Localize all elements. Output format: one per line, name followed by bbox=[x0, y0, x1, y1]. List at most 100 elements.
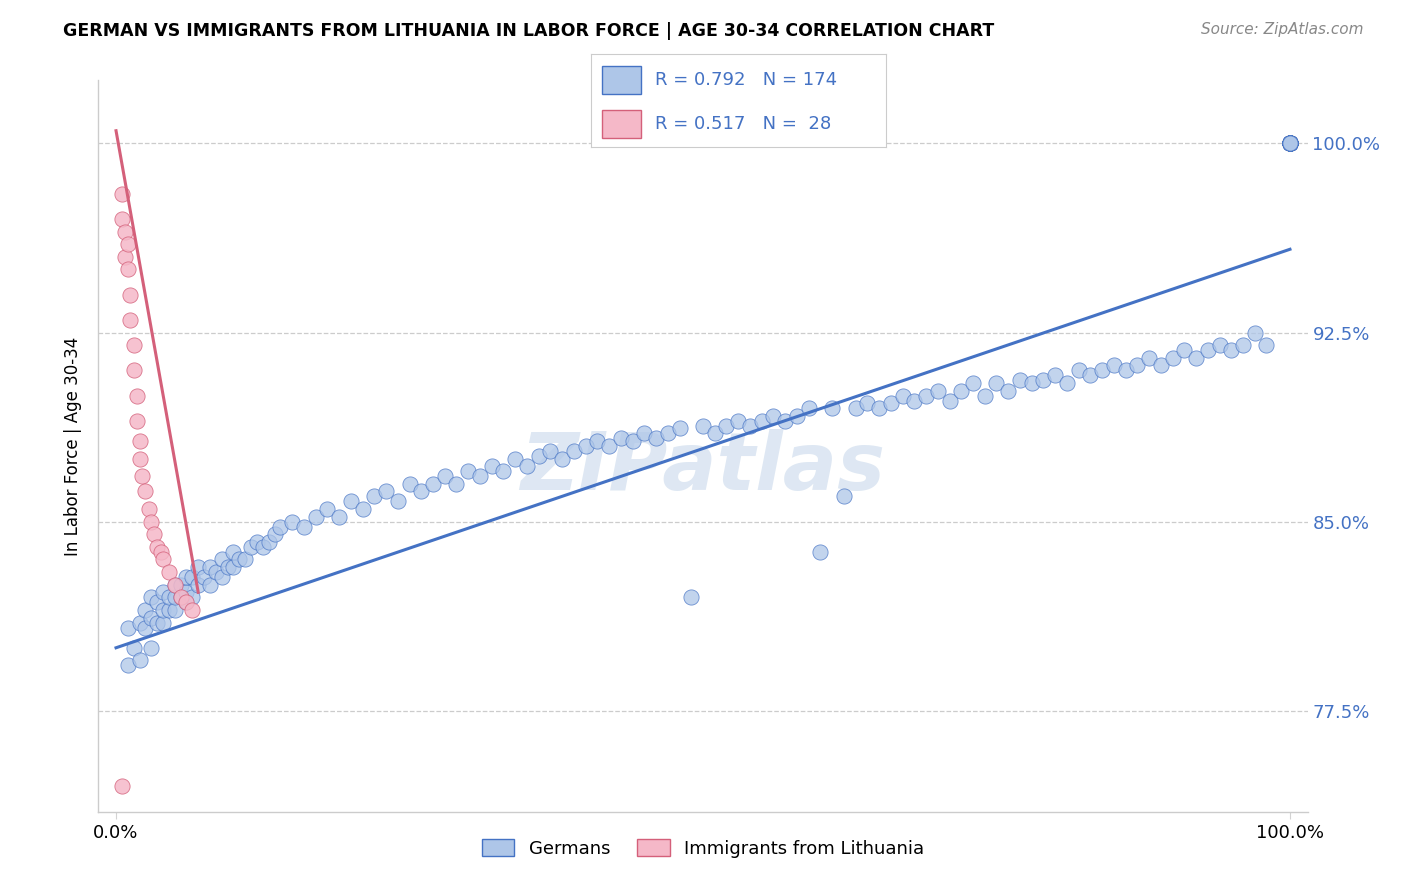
Point bbox=[1278, 136, 1301, 151]
Point bbox=[457, 464, 479, 478]
Legend: Germans, Immigrants from Lithuania: Germans, Immigrants from Lithuania bbox=[474, 831, 932, 865]
Point bbox=[1278, 136, 1301, 151]
Point bbox=[481, 459, 503, 474]
Point bbox=[492, 464, 515, 478]
Point bbox=[1278, 136, 1301, 151]
Point bbox=[138, 502, 160, 516]
Point bbox=[997, 384, 1019, 398]
Point bbox=[340, 494, 363, 508]
Point bbox=[149, 545, 172, 559]
Point bbox=[797, 401, 820, 416]
Point bbox=[538, 444, 561, 458]
Point bbox=[127, 388, 149, 402]
Point bbox=[986, 376, 1008, 390]
Point bbox=[122, 363, 145, 377]
Point bbox=[387, 494, 409, 508]
Point bbox=[433, 469, 456, 483]
Point bbox=[1278, 136, 1301, 151]
Point bbox=[1278, 136, 1301, 151]
Point bbox=[516, 459, 538, 474]
Point bbox=[1115, 363, 1137, 377]
Point bbox=[163, 578, 186, 592]
Point bbox=[751, 414, 773, 428]
Point bbox=[808, 545, 831, 559]
Point bbox=[727, 414, 749, 428]
Point bbox=[1278, 136, 1301, 151]
Point bbox=[111, 212, 134, 227]
Point bbox=[1161, 351, 1184, 365]
Point bbox=[1278, 136, 1301, 151]
Point bbox=[176, 595, 198, 609]
Point bbox=[120, 313, 142, 327]
Point bbox=[1278, 136, 1301, 151]
Point bbox=[152, 603, 174, 617]
Point bbox=[1278, 136, 1301, 151]
Point bbox=[821, 401, 844, 416]
Point bbox=[880, 396, 903, 410]
Point bbox=[263, 527, 285, 541]
Point bbox=[176, 570, 198, 584]
Point bbox=[1278, 136, 1301, 151]
Point bbox=[128, 653, 150, 667]
Point bbox=[181, 570, 204, 584]
Point bbox=[252, 540, 274, 554]
Point bbox=[111, 186, 134, 201]
Point bbox=[1278, 136, 1301, 151]
Point bbox=[169, 591, 191, 605]
Point bbox=[134, 603, 156, 617]
Point bbox=[1032, 373, 1054, 387]
Point bbox=[681, 591, 703, 605]
Point bbox=[211, 552, 233, 566]
Point bbox=[117, 621, 139, 635]
Point bbox=[1278, 136, 1301, 151]
Point bbox=[1278, 136, 1301, 151]
Point bbox=[773, 414, 796, 428]
Point bbox=[141, 591, 163, 605]
Point bbox=[176, 595, 198, 609]
Point bbox=[1278, 136, 1301, 151]
FancyBboxPatch shape bbox=[602, 110, 641, 138]
Point bbox=[1067, 363, 1090, 377]
Point bbox=[1232, 338, 1254, 352]
Point bbox=[1278, 136, 1301, 151]
Point bbox=[1278, 136, 1301, 151]
Point bbox=[762, 409, 785, 423]
Point bbox=[1256, 338, 1278, 352]
Point bbox=[142, 527, 165, 541]
Point bbox=[157, 603, 180, 617]
Point bbox=[668, 421, 690, 435]
Point bbox=[169, 578, 191, 592]
Point bbox=[163, 578, 186, 592]
Point bbox=[832, 490, 855, 504]
Point bbox=[181, 603, 204, 617]
Point bbox=[903, 393, 925, 408]
Point bbox=[1043, 368, 1066, 383]
Point bbox=[1278, 136, 1301, 151]
Point bbox=[1126, 359, 1149, 373]
Point bbox=[551, 451, 574, 466]
Point bbox=[176, 585, 198, 599]
Point bbox=[468, 469, 491, 483]
Point bbox=[141, 610, 163, 624]
Point bbox=[845, 401, 868, 416]
Point bbox=[257, 534, 280, 549]
Point bbox=[375, 484, 398, 499]
Point bbox=[1243, 326, 1265, 340]
Point bbox=[411, 484, 433, 499]
Point bbox=[1278, 136, 1301, 151]
FancyBboxPatch shape bbox=[602, 66, 641, 94]
Point bbox=[233, 552, 256, 566]
Point bbox=[1278, 136, 1301, 151]
Y-axis label: In Labor Force | Age 30-34: In Labor Force | Age 30-34 bbox=[65, 336, 83, 556]
Text: R = 0.517   N =  28: R = 0.517 N = 28 bbox=[655, 115, 832, 133]
Point bbox=[316, 502, 339, 516]
Point bbox=[1197, 343, 1219, 358]
Point bbox=[363, 490, 385, 504]
Point bbox=[198, 578, 221, 592]
Point bbox=[169, 591, 191, 605]
Point bbox=[187, 560, 209, 574]
Point bbox=[915, 388, 938, 402]
Point bbox=[973, 388, 995, 402]
Point bbox=[240, 540, 263, 554]
Point bbox=[134, 484, 156, 499]
